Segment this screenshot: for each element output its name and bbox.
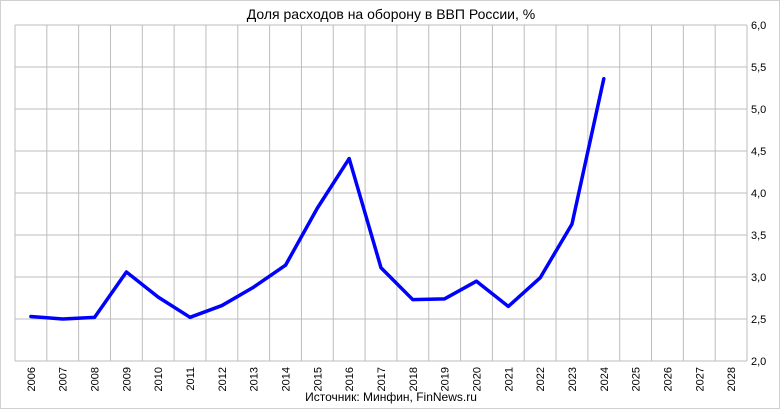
data-point [315, 206, 319, 210]
x-tick-label: 2008 [90, 367, 102, 391]
y-tick-label: 6,0 [751, 20, 766, 32]
data-point [411, 298, 415, 302]
data-point [570, 222, 574, 226]
x-tick-label: 2022 [535, 367, 547, 391]
x-tick-label: 2018 [408, 367, 420, 391]
x-tick-label: 2014 [281, 367, 293, 391]
x-tick-label: 2026 [662, 367, 674, 391]
data-point [379, 266, 383, 270]
x-tick-label: 2015 [312, 367, 324, 391]
series-line [29, 77, 606, 321]
x-tick-label: 2027 [694, 367, 706, 391]
x-tick-label: 2019 [440, 367, 452, 391]
x-tick-label: 2017 [376, 367, 388, 391]
x-tick-label: 2007 [58, 367, 70, 391]
chart-source: Источник: Минфин, FinNews.ru [305, 390, 477, 404]
data-point [252, 285, 256, 289]
y-tick-label: 5,5 [751, 62, 766, 74]
data-point [347, 157, 351, 161]
chart-title: Доля расходов на оборону в ВВП России, % [246, 6, 536, 22]
y-tick-label: 3,5 [751, 230, 766, 242]
data-point [506, 304, 510, 308]
x-tick-label: 2024 [599, 367, 611, 391]
x-tick-label: 2023 [567, 367, 579, 391]
data-point [443, 297, 447, 301]
x-tick-label: 2028 [726, 367, 738, 391]
data-point [93, 315, 97, 319]
data-point [29, 314, 33, 318]
y-tick-label: 5,0 [751, 104, 766, 116]
y-tick-label: 2,0 [751, 356, 766, 368]
x-tick-label: 2020 [471, 367, 483, 391]
x-tick-label: 2013 [249, 367, 261, 391]
x-tick-label: 2010 [153, 367, 165, 391]
x-tick-label: 2006 [26, 367, 38, 391]
x-tick-label: 2025 [631, 367, 643, 391]
x-tick-label: 2021 [503, 367, 515, 391]
data-point [61, 317, 65, 321]
data-point [188, 315, 192, 319]
data-point [220, 304, 224, 308]
x-tick-label: 2009 [121, 367, 133, 391]
data-point [602, 77, 606, 81]
y-tick-label: 4,0 [751, 188, 766, 200]
x-tick-label: 2016 [344, 367, 356, 391]
y-tick-label: 3,0 [751, 272, 766, 284]
data-point [124, 270, 128, 274]
x-tick-label: 2011 [185, 367, 197, 391]
data-point [474, 279, 478, 283]
y-tick-label: 2,5 [751, 314, 766, 326]
data-point [156, 295, 160, 299]
data-point [538, 276, 542, 280]
y-tick-label: 4,5 [751, 146, 766, 158]
data-point [284, 263, 288, 267]
x-tick-label: 2012 [217, 367, 229, 391]
